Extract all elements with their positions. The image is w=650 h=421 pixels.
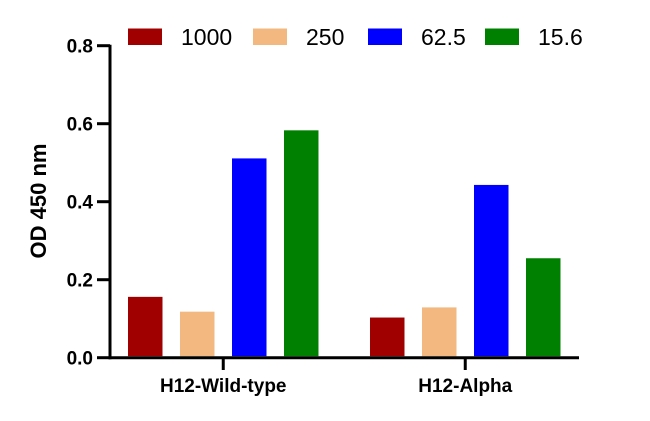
legend-swatch [128, 28, 162, 45]
bar [422, 307, 457, 357]
bar-group [370, 184, 561, 357]
legend-item: 15.6 [485, 24, 583, 50]
y-tick-label: 0.8 [67, 37, 93, 58]
legend-item: 1000 [128, 24, 232, 50]
bar [232, 158, 267, 357]
y-tick-label: 0.4 [67, 193, 94, 214]
bar [370, 317, 405, 357]
x-axis: H12-Wild-type H12-Alpha [108, 356, 579, 397]
legend-swatch [485, 28, 519, 45]
x-tick-label: H12-Wild-type [160, 376, 287, 397]
y-tick-label: 0.2 [67, 271, 93, 292]
bar [474, 184, 509, 357]
legend: 1000 250 62.5 15.6 [128, 24, 583, 50]
legend-item: 62.5 [368, 24, 466, 50]
bar-group [128, 130, 319, 357]
y-tick-label: 0.6 [67, 115, 93, 136]
x-tick-label: H12-Alpha [418, 376, 512, 397]
bar [526, 258, 561, 357]
bar [284, 130, 319, 357]
legend-label: 250 [306, 24, 344, 50]
legend-swatch [253, 28, 287, 45]
legend-swatch [368, 28, 402, 45]
legend-item: 250 [253, 24, 344, 50]
bar [128, 296, 163, 357]
legend-label: 15.6 [538, 24, 583, 50]
bar [180, 311, 215, 357]
legend-label: 1000 [181, 24, 232, 50]
bars [128, 130, 561, 357]
legend-label: 62.5 [421, 24, 466, 50]
y-tick-label: 0.0 [67, 349, 93, 370]
y-axis: 0.0 0.2 0.4 0.6 0.8 [67, 37, 112, 370]
y-axis-title: OD 450 nm [26, 144, 51, 259]
